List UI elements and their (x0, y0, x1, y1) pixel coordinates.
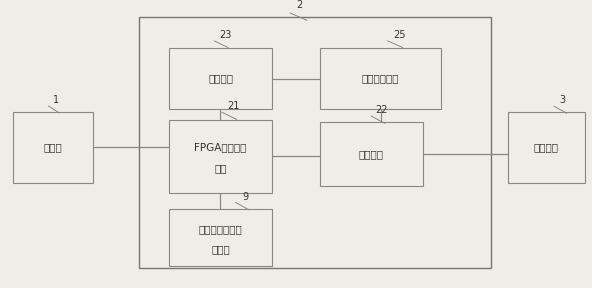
Text: 23: 23 (219, 30, 231, 40)
Text: 2: 2 (296, 0, 302, 10)
Text: 21: 21 (228, 101, 240, 111)
Bar (320, 48, 441, 109)
Text: 输出电路: 输出电路 (359, 149, 384, 159)
Text: 1: 1 (53, 95, 59, 105)
Text: 25: 25 (393, 30, 406, 40)
Bar (320, 122, 423, 186)
Text: 22: 22 (375, 105, 388, 115)
Text: 编码器: 编码器 (44, 143, 62, 153)
Text: 动作元件: 动作元件 (534, 143, 559, 153)
Bar (139, 17, 491, 268)
Bar (169, 48, 272, 109)
Text: 模块: 模块 (214, 163, 227, 173)
Bar (508, 112, 585, 183)
Bar (13, 112, 93, 183)
Bar (169, 209, 272, 266)
Text: FPGA信号处理: FPGA信号处理 (194, 143, 247, 153)
Text: 9: 9 (243, 192, 249, 202)
Text: 非易失性数据存: 非易失性数据存 (199, 224, 242, 234)
Bar (169, 120, 272, 193)
Text: 供电监控模块: 供电监控模块 (362, 73, 399, 84)
Text: 3: 3 (559, 95, 565, 105)
Text: 储模块: 储模块 (211, 244, 230, 254)
Text: 操作面板: 操作面板 (208, 73, 233, 84)
